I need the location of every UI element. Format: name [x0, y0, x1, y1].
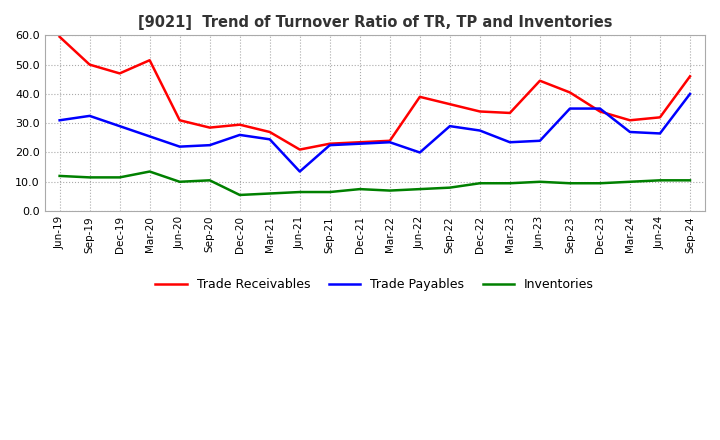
Trade Receivables	[205, 125, 214, 130]
Trade Receivables	[235, 122, 244, 127]
Trade Receivables	[176, 117, 184, 123]
Inventories	[475, 180, 484, 186]
Inventories	[505, 180, 514, 186]
Inventories	[235, 192, 244, 198]
Trade Receivables	[85, 62, 94, 67]
Inventories	[685, 178, 694, 183]
Trade Payables	[566, 106, 575, 111]
Trade Payables	[536, 138, 544, 143]
Trade Payables	[505, 139, 514, 145]
Trade Receivables	[385, 138, 394, 143]
Title: [9021]  Trend of Turnover Ratio of TR, TP and Inventories: [9021] Trend of Turnover Ratio of TR, TP…	[138, 15, 612, 30]
Inventories	[595, 180, 604, 186]
Trade Receivables	[356, 139, 364, 145]
Inventories	[205, 178, 214, 183]
Inventories	[266, 191, 274, 196]
Inventories	[385, 188, 394, 193]
Trade Receivables	[656, 115, 665, 120]
Line: Inventories: Inventories	[60, 172, 690, 195]
Legend: Trade Receivables, Trade Payables, Inventories: Trade Receivables, Trade Payables, Inven…	[150, 273, 599, 296]
Trade Payables	[626, 129, 634, 135]
Trade Payables	[295, 169, 304, 174]
Inventories	[626, 179, 634, 184]
Inventories	[415, 187, 424, 192]
Inventories	[325, 189, 334, 194]
Trade Receivables	[55, 34, 64, 40]
Trade Payables	[475, 128, 484, 133]
Trade Receivables	[325, 141, 334, 147]
Trade Payables	[115, 124, 124, 129]
Trade Payables	[205, 143, 214, 148]
Trade Payables	[595, 106, 604, 111]
Inventories	[356, 187, 364, 192]
Trade Payables	[55, 117, 64, 123]
Trade Receivables	[115, 71, 124, 76]
Trade Receivables	[536, 78, 544, 83]
Trade Receivables	[145, 58, 154, 63]
Inventories	[176, 179, 184, 184]
Inventories	[85, 175, 94, 180]
Trade Payables	[656, 131, 665, 136]
Trade Payables	[85, 113, 94, 118]
Inventories	[145, 169, 154, 174]
Trade Receivables	[685, 73, 694, 79]
Trade Receivables	[446, 102, 454, 107]
Trade Receivables	[266, 129, 274, 135]
Inventories	[566, 180, 575, 186]
Inventories	[536, 179, 544, 184]
Trade Receivables	[566, 90, 575, 95]
Inventories	[55, 173, 64, 179]
Trade Receivables	[415, 94, 424, 99]
Trade Payables	[446, 124, 454, 129]
Trade Payables	[145, 134, 154, 139]
Trade Payables	[325, 143, 334, 148]
Inventories	[295, 189, 304, 194]
Trade Payables	[685, 91, 694, 96]
Trade Receivables	[475, 109, 484, 114]
Trade Payables	[356, 141, 364, 147]
Trade Payables	[266, 137, 274, 142]
Line: Trade Payables: Trade Payables	[60, 94, 690, 172]
Inventories	[656, 178, 665, 183]
Trade Receivables	[295, 147, 304, 152]
Trade Payables	[385, 139, 394, 145]
Trade Payables	[415, 150, 424, 155]
Trade Receivables	[595, 109, 604, 114]
Trade Receivables	[505, 110, 514, 116]
Trade Receivables	[626, 117, 634, 123]
Trade Payables	[235, 132, 244, 138]
Inventories	[446, 185, 454, 190]
Trade Payables	[176, 144, 184, 149]
Inventories	[115, 175, 124, 180]
Line: Trade Receivables: Trade Receivables	[60, 37, 690, 150]
